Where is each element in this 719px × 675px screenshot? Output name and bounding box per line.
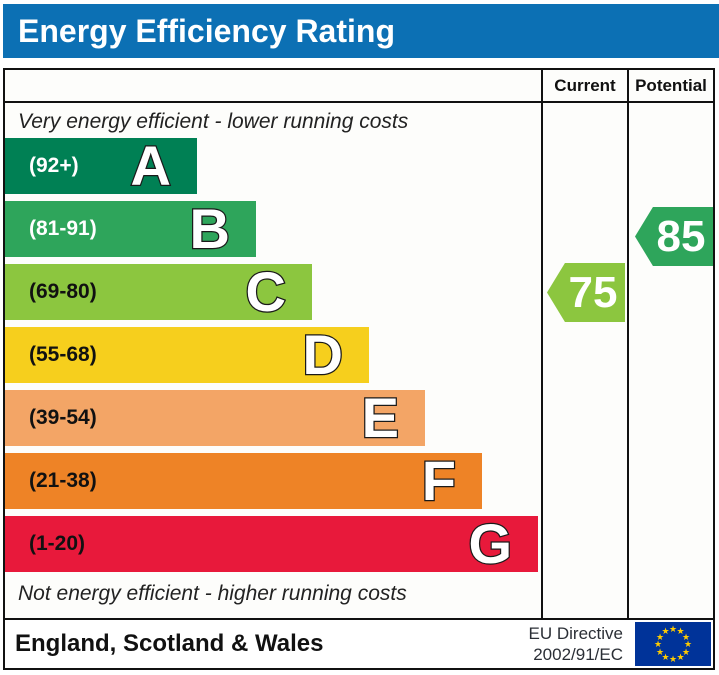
eu-directive-line2: 2002/91/EC (533, 645, 623, 664)
page-title: Energy Efficiency Rating (18, 12, 395, 49)
band-letter: C (244, 260, 287, 323)
current-rating-value: 75 (568, 267, 618, 317)
band-letter: G (467, 512, 513, 575)
band-row-e: (39-54) E (5, 386, 425, 449)
band-range-label: (39-54) (29, 406, 97, 429)
top-note: Very energy efficient - lower running co… (18, 110, 409, 133)
band-row-g: (1-20) G (5, 512, 538, 575)
footer: England, Scotland & Wales EU Directive 2… (5, 620, 713, 668)
current-rating-arrow: 75 (547, 263, 625, 322)
rating-table: Current Potential Very energy efficient … (3, 68, 715, 670)
band-range-label: (1-20) (29, 532, 86, 555)
band-range-label: (69-80) (29, 280, 97, 303)
band-letter: D (301, 323, 344, 386)
band-letter: F (421, 449, 458, 512)
band-row-a: (92+) A (5, 134, 197, 197)
current-column-divider (541, 70, 543, 618)
eu-directive-line1: EU Directive (528, 624, 623, 643)
column-header-current: Current (554, 75, 616, 95)
potential-rating-arrow: 85 (635, 207, 713, 266)
column-header-potential: Potential (635, 75, 707, 95)
band-row-f: (21-38) F (5, 449, 482, 512)
footer-divider (5, 618, 713, 620)
band-row-c: (69-80) C (5, 260, 312, 323)
band-letter: E (360, 386, 400, 449)
band-letter: B (188, 197, 231, 260)
band-letter: A (129, 134, 172, 197)
band-range-label: (81-91) (29, 217, 97, 240)
band-range-label: (55-68) (29, 343, 97, 366)
potential-column-divider (627, 70, 629, 618)
potential-rating-value: 85 (656, 211, 706, 261)
band-row-b: (81-91) B (5, 197, 256, 260)
band-range-label: (21-38) (29, 469, 97, 492)
region-label: England, Scotland & Wales (15, 630, 324, 657)
band-range-label: (92+) (29, 154, 79, 177)
bottom-note: Not energy efficient - higher running co… (18, 582, 407, 605)
title-bar: Energy Efficiency Rating (3, 4, 719, 58)
eu-flag-icon: ★ ★ ★ ★ ★ ★ ★ ★ ★ ★ ★ ★ (635, 622, 711, 666)
eu-directive-text: EU Directive 2002/91/EC (529, 623, 623, 665)
band-row-d: (55-68) D (5, 323, 369, 386)
header-divider (5, 101, 713, 103)
